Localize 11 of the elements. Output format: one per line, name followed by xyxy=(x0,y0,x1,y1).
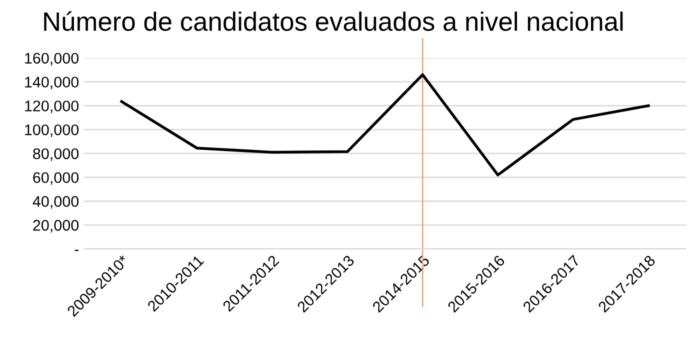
y-tick-label: 20,000 xyxy=(33,220,79,233)
y-tick-label: 140,000 xyxy=(25,76,79,90)
line-series xyxy=(120,73,650,176)
y-tick-label: 100,000 xyxy=(25,124,79,138)
y-tick-label: 60,000 xyxy=(33,172,79,185)
y-tick-label: 120,000 xyxy=(25,100,79,114)
y-tick-label: - xyxy=(74,250,78,252)
y-tick-label: 80,000 xyxy=(33,148,79,161)
y-tick-label: 160,000 xyxy=(25,52,79,66)
y-tick-label: 40,000 xyxy=(32,196,79,209)
chart-title: Número de candidatos evaluados a nivel nacional xyxy=(44,11,623,31)
